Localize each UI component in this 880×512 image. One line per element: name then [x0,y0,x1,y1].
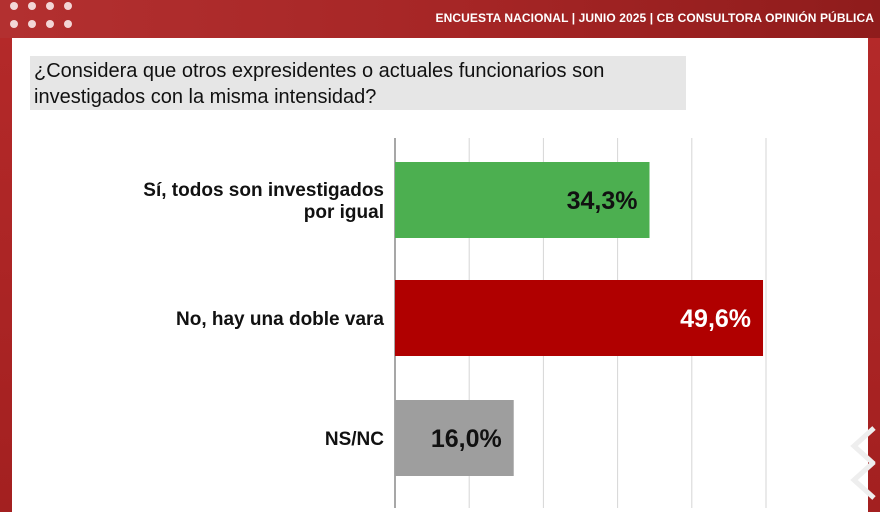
question-box: ¿Considera que otros expresidentes o act… [30,56,686,110]
chart-category-label: No, hay una doble vara [176,309,384,330]
chart-category-labels: Sí, todos son investigados por igual No, h… [143,180,384,450]
right-frame-border [868,0,880,512]
chart-value-label: 16,0% [431,425,502,453]
chart-bars [395,162,764,476]
chart-category-label-line: NS/NC [325,429,384,450]
chart-bar [395,162,650,238]
header-bar: ENCUESTA NACIONAL | JUNIO 2025 | CB CONS… [0,0,880,38]
question-text: ¿Considera que otros expresidentes o act… [34,60,605,108]
chart-category-label-line: No, hay una doble vara [176,309,384,330]
chart-value-label: 34,3% [567,187,638,215]
chart-bar [395,280,764,356]
corner-chevron-decoration [850,426,876,500]
chart-category-label: Sí, todos son investigados por igual [143,180,384,223]
chart-category-label-line: por igual [304,202,384,223]
chart-category-label-line: Sí, todos son investigados [143,180,384,201]
chart-category-label: NS/NC [325,429,384,450]
chart-value-labels: 34,3% 49,6% 16,0% [431,187,751,453]
left-frame-border [0,0,12,512]
chart-value-label: 49,6% [680,305,751,333]
survey-header-title: ENCUESTA NACIONAL | JUNIO 2025 | CB CONS… [435,11,874,25]
chart-bar [395,400,514,476]
